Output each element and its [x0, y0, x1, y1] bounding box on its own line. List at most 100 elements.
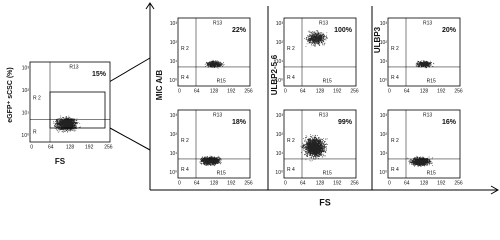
gate-box: [49, 91, 106, 129]
y-tick-label: 10³: [276, 21, 284, 27]
x-tick-label: 128: [420, 180, 429, 186]
y-axis-label: eGFP⁺ sCSC (%): [7, 67, 14, 122]
region-label: R13: [319, 112, 328, 118]
region-label: R 4: [287, 167, 295, 173]
y-tick-label: 10³: [22, 66, 30, 72]
row-label: MIC A/B: [155, 70, 164, 101]
plot-box: [387, 17, 461, 87]
x-tick-label: 0: [284, 88, 287, 94]
dots: [304, 30, 328, 47]
region-label: R 2: [33, 95, 41, 101]
percent-label: 18%: [232, 119, 247, 126]
x-tick-label: 128: [210, 180, 219, 186]
arrow: [490, 185, 500, 195]
region-label: R15: [323, 78, 332, 84]
y-tick-label: 10¹: [276, 59, 284, 65]
region-label: R 4: [181, 75, 189, 81]
zoom-line: [109, 127, 151, 151]
y-tick-label: 10¹: [276, 151, 284, 157]
dots: [415, 60, 435, 69]
region-label: R15: [427, 170, 436, 176]
x-axis-label: FS: [319, 197, 331, 207]
dots: [204, 59, 225, 69]
x-tick-label: 64: [48, 144, 54, 150]
x-tick-label: 64: [300, 88, 306, 94]
region-label: R 2: [181, 46, 189, 52]
x-tick-label: 64: [194, 180, 200, 186]
y-tick-label: 10³: [170, 21, 178, 27]
x-tick-label: 192: [437, 88, 446, 94]
x-tick-label: 128: [210, 88, 219, 94]
x-tick-label: 192: [437, 180, 446, 186]
region-label: R13: [69, 64, 78, 70]
plot-box: [387, 109, 461, 179]
region-label: R 4: [287, 75, 295, 81]
region-label: R 2: [391, 138, 399, 144]
x-tick-label: 64: [404, 88, 410, 94]
x-tick-label: 0: [178, 180, 181, 186]
x-tick-label: 192: [333, 180, 342, 186]
region-label: R 2: [287, 138, 295, 144]
y-tick-label: 10²: [380, 132, 388, 138]
y-tick-label: 10²: [276, 132, 284, 138]
x-tick-label: 0: [178, 88, 181, 94]
y-tick-label: 10³: [380, 21, 388, 27]
x-tick-label: 0: [284, 180, 287, 186]
percent-label: 20%: [442, 27, 457, 34]
figure: MIC A/B ULBP2-5-6 ULBP3 FS eGFP⁺ sCSC (%…: [7, 2, 500, 207]
x-tick-label: 256: [244, 88, 253, 94]
x-tick-label: 0: [388, 88, 391, 94]
region-label: R 2: [181, 138, 189, 144]
region-label: R 4: [391, 167, 399, 173]
row-label: ULBP3: [373, 26, 382, 53]
x-tick-label: 256: [104, 144, 113, 150]
dots: [407, 155, 433, 167]
region-label: R: [33, 130, 37, 136]
y-tick-label: 10¹: [380, 59, 388, 65]
x-tick-label: 128: [316, 180, 325, 186]
region-label: R13: [423, 112, 432, 118]
x-tick-label: 128: [66, 144, 75, 150]
region-label: R13: [213, 112, 222, 118]
y-tick-label: 10¹: [22, 111, 30, 117]
plot-box: [283, 17, 357, 87]
region-label: R15: [217, 170, 226, 176]
plot-box: [177, 17, 251, 87]
region-label: R15: [323, 170, 332, 176]
region-label: R15: [217, 78, 226, 84]
region-label: R 4: [391, 75, 399, 81]
x-tick-label: 256: [454, 88, 463, 94]
x-tick-label: 0: [30, 144, 33, 150]
y-tick-label: 10⁰: [275, 170, 283, 176]
x-tick-label: 192: [85, 144, 94, 150]
percent-label: 16%: [442, 119, 457, 126]
region-label: R 4: [181, 167, 189, 173]
x-tick-label: 256: [350, 180, 359, 186]
y-tick-label: 10⁰: [379, 170, 387, 176]
region-label: R15: [427, 78, 436, 84]
y-tick-label: 10²: [380, 40, 388, 46]
y-tick-label: 10²: [170, 132, 178, 138]
y-tick-label: 10²: [22, 88, 30, 94]
y-tick-label: 10²: [170, 40, 178, 46]
y-tick-label: 10³: [380, 113, 388, 119]
x-tick-label: 256: [244, 180, 253, 186]
region-label: R13: [423, 20, 432, 26]
y-tick-label: 10¹: [170, 59, 178, 65]
row-label: ULBP2-5-6: [270, 54, 279, 95]
percent-label: 15%: [92, 71, 107, 78]
x-tick-label: 64: [194, 88, 200, 94]
y-tick-label: 10³: [170, 113, 178, 119]
y-tick-label: 10⁰: [169, 78, 177, 84]
x-tick-label: 0: [388, 180, 391, 186]
x-tick-label: 256: [454, 180, 463, 186]
x-tick-label: 192: [227, 180, 236, 186]
percent-label: 22%: [232, 27, 247, 34]
y-tick-label: 10⁰: [169, 170, 177, 176]
plot-box: [177, 109, 251, 179]
dots: [199, 155, 222, 167]
x-axis-label: FS: [55, 157, 66, 166]
region-label: R13: [319, 20, 328, 26]
y-tick-label: 10¹: [380, 151, 388, 157]
y-tick-label: 10⁰: [21, 133, 29, 139]
